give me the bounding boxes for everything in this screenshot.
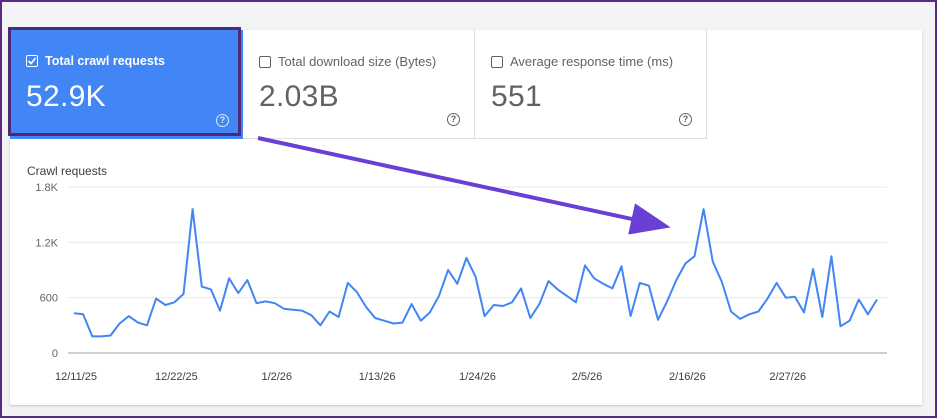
metric-label: Total crawl requests [45,54,165,68]
y-tick-label: 0 [52,348,58,360]
x-tick-label: 1/13/26 [359,371,396,383]
crawl-stats-card: Total crawl requests 52.9K ? Total downl… [10,30,922,405]
y-tick-label: 1.8K [35,182,58,194]
x-tick-label: 1/2/26 [261,371,292,383]
x-tick-label: 12/11/25 [55,371,97,383]
metric-value: 551 [491,80,542,113]
metric-value: 52.9K [26,80,106,113]
metric-value: 2.03B [259,80,339,113]
metric-label: Total download size (Bytes) [278,54,437,69]
help-icon[interactable]: ? [447,113,460,126]
checkbox-unchecked-icon[interactable] [491,55,503,68]
y-tick-label: 600 [40,293,58,305]
x-tick-label: 1/24/26 [459,371,496,383]
checkbox-unchecked-icon[interactable] [259,55,271,68]
x-tick-label: 12/22/25 [155,371,198,383]
checkbox-checked-icon[interactable] [26,55,38,67]
chart-title: Crawl requests [27,164,108,178]
series-line-crawl-requests [73,208,878,338]
help-icon[interactable]: ? [679,113,692,126]
x-tick-label: 2/27/26 [769,371,806,383]
help-icon[interactable]: ? [216,114,229,127]
metric-label: Average response time (ms) [510,54,674,69]
y-tick-label: 1.2K [35,237,58,249]
metric-tile-total-crawl-requests[interactable]: Total crawl requests 52.9K ? [10,30,243,139]
x-tick-label: 2/16/26 [669,371,706,383]
x-tick-label: 2/5/26 [572,371,603,383]
metric-tile-average-response-time[interactable]: Average response time (ms) 551 ? [475,30,707,139]
annotation-arrow [257,136,671,235]
metric-tile-total-download-size[interactable]: Total download size (Bytes) 2.03B ? [243,30,475,139]
